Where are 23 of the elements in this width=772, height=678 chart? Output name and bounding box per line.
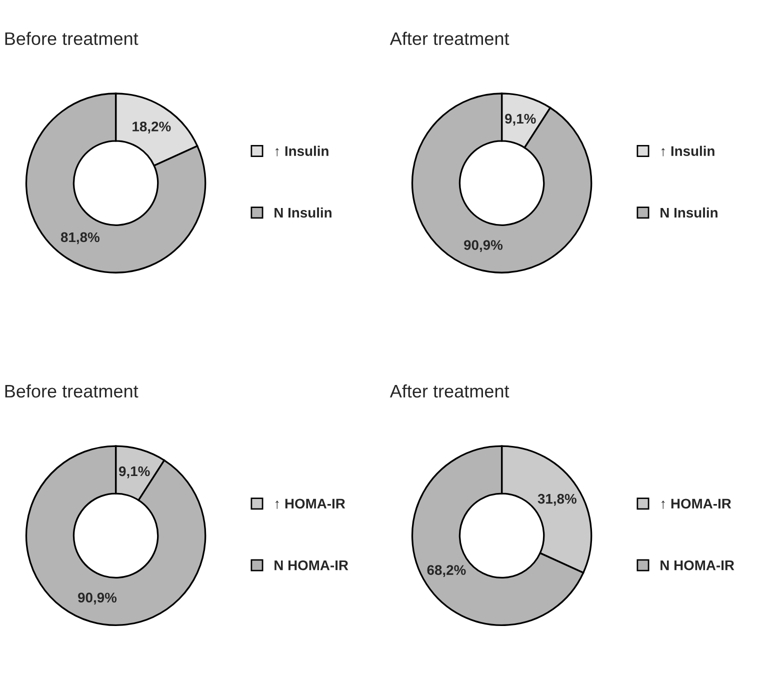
legend-label: N Insulin	[660, 207, 718, 218]
chart-title: Before treatment	[5, 32, 138, 46]
legend-label: N Insulin	[274, 207, 332, 218]
legend-label: N HOMA-IR	[274, 560, 348, 570]
chart-title: Before treatment	[5, 384, 138, 398]
legend-label: ↑ Insulin	[276, 146, 328, 156]
data-label: 9,1%	[505, 114, 536, 126]
chart-title: After treatment	[390, 384, 510, 398]
legend-label: ↑ HOMA-IR	[662, 498, 732, 509]
donut-slice	[411, 92, 592, 274]
legend-label: N HOMA-IR	[660, 560, 734, 570]
data-label: 90,9%	[464, 240, 503, 252]
data-label: 81,8%	[60, 232, 100, 244]
legend-label: ↑ HOMA-IR	[276, 498, 346, 509]
data-label: 68,2%	[427, 565, 466, 577]
data-label: 31,8%	[538, 494, 576, 506]
chart-title: After treatment	[390, 32, 510, 46]
donut-slice	[25, 92, 206, 274]
data-label: 90,9%	[78, 592, 117, 605]
data-label: 18,2%	[132, 122, 171, 134]
donut-slice	[25, 445, 206, 626]
data-label: 9,1%	[119, 466, 150, 478]
legend-label: ↑ Insulin	[662, 146, 714, 156]
